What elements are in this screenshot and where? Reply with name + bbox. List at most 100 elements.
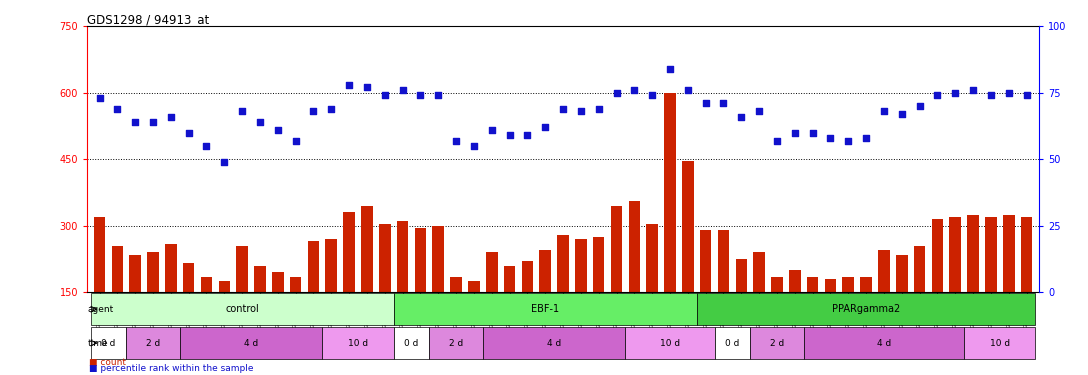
Bar — [914, 246, 926, 292]
Bar — [90, 293, 394, 326]
Point — [643, 92, 660, 98]
Point — [857, 135, 875, 141]
Point — [358, 84, 375, 90]
Text: 2 d: 2 d — [146, 339, 160, 348]
Point — [466, 143, 483, 149]
Text: time: time — [87, 339, 108, 348]
Bar — [804, 327, 964, 359]
Bar — [626, 327, 715, 359]
Point — [715, 100, 732, 106]
Point — [875, 108, 892, 114]
Bar — [789, 270, 801, 292]
Point — [804, 130, 821, 136]
Bar — [576, 239, 586, 292]
Bar — [967, 215, 979, 292]
Point — [447, 138, 465, 144]
Bar — [771, 277, 782, 292]
Bar — [753, 252, 765, 292]
Bar — [931, 219, 943, 292]
Point — [929, 92, 947, 98]
Text: 2 d: 2 d — [449, 339, 463, 348]
Text: PPARgamma2: PPARgamma2 — [832, 304, 900, 314]
Point — [341, 82, 358, 88]
Point — [1018, 92, 1036, 98]
Point — [109, 106, 126, 112]
Bar — [200, 277, 212, 292]
Point — [964, 87, 981, 93]
Bar — [236, 246, 248, 292]
Point — [787, 130, 804, 136]
Point — [893, 111, 911, 117]
Bar — [1003, 215, 1014, 292]
Point — [590, 106, 607, 112]
Bar — [696, 293, 1036, 326]
Bar — [964, 327, 1036, 359]
Point — [536, 124, 554, 130]
Bar — [322, 327, 394, 359]
Bar — [878, 250, 890, 292]
Point — [162, 114, 180, 120]
Bar — [751, 327, 804, 359]
Point — [215, 159, 233, 165]
Bar — [504, 266, 516, 292]
Point — [751, 108, 768, 114]
Point — [145, 119, 162, 125]
Point — [608, 90, 626, 96]
Bar — [593, 237, 605, 292]
Bar — [715, 327, 751, 359]
Point — [322, 106, 339, 112]
Text: 10 d: 10 d — [660, 339, 680, 348]
Bar — [842, 277, 854, 292]
Bar — [255, 266, 265, 292]
Point — [90, 95, 108, 101]
Point — [234, 108, 251, 114]
Bar — [897, 255, 907, 292]
Bar — [557, 235, 569, 292]
Bar — [430, 327, 483, 359]
Point — [198, 143, 215, 149]
Point — [840, 138, 857, 144]
Bar — [1021, 217, 1033, 292]
Text: 4 d: 4 d — [877, 339, 891, 348]
Bar — [219, 281, 230, 292]
Text: EBF-1: EBF-1 — [531, 304, 559, 314]
Text: 10 d: 10 d — [348, 339, 368, 348]
Bar — [486, 252, 497, 292]
Bar — [950, 217, 961, 292]
Bar — [397, 221, 408, 292]
Point — [394, 87, 411, 93]
Bar — [682, 162, 694, 292]
Point — [626, 87, 643, 93]
Bar — [629, 201, 640, 292]
Point — [947, 90, 964, 96]
Bar — [735, 259, 747, 292]
Text: 0 d: 0 d — [726, 339, 740, 348]
Bar — [165, 243, 176, 292]
Bar — [468, 281, 480, 292]
Bar — [700, 230, 712, 292]
Bar — [807, 277, 818, 292]
Bar — [126, 327, 180, 359]
Point — [126, 119, 144, 125]
Bar — [664, 93, 676, 292]
Point — [982, 92, 1000, 98]
Bar — [272, 272, 284, 292]
Point — [911, 103, 928, 109]
Bar — [718, 230, 729, 292]
Bar — [394, 327, 430, 359]
Point — [572, 108, 590, 114]
Point — [1000, 90, 1017, 96]
Bar — [415, 228, 426, 292]
Bar — [183, 264, 195, 292]
Bar — [94, 217, 106, 292]
Bar — [361, 206, 373, 292]
Point — [483, 127, 500, 133]
Bar — [521, 261, 533, 292]
Text: 4 d: 4 d — [547, 339, 561, 348]
Bar — [129, 255, 141, 292]
Text: 2 d: 2 d — [770, 339, 784, 348]
Bar — [90, 327, 126, 359]
Text: 0 d: 0 d — [101, 339, 115, 348]
Bar — [825, 279, 837, 292]
Point — [430, 92, 447, 98]
